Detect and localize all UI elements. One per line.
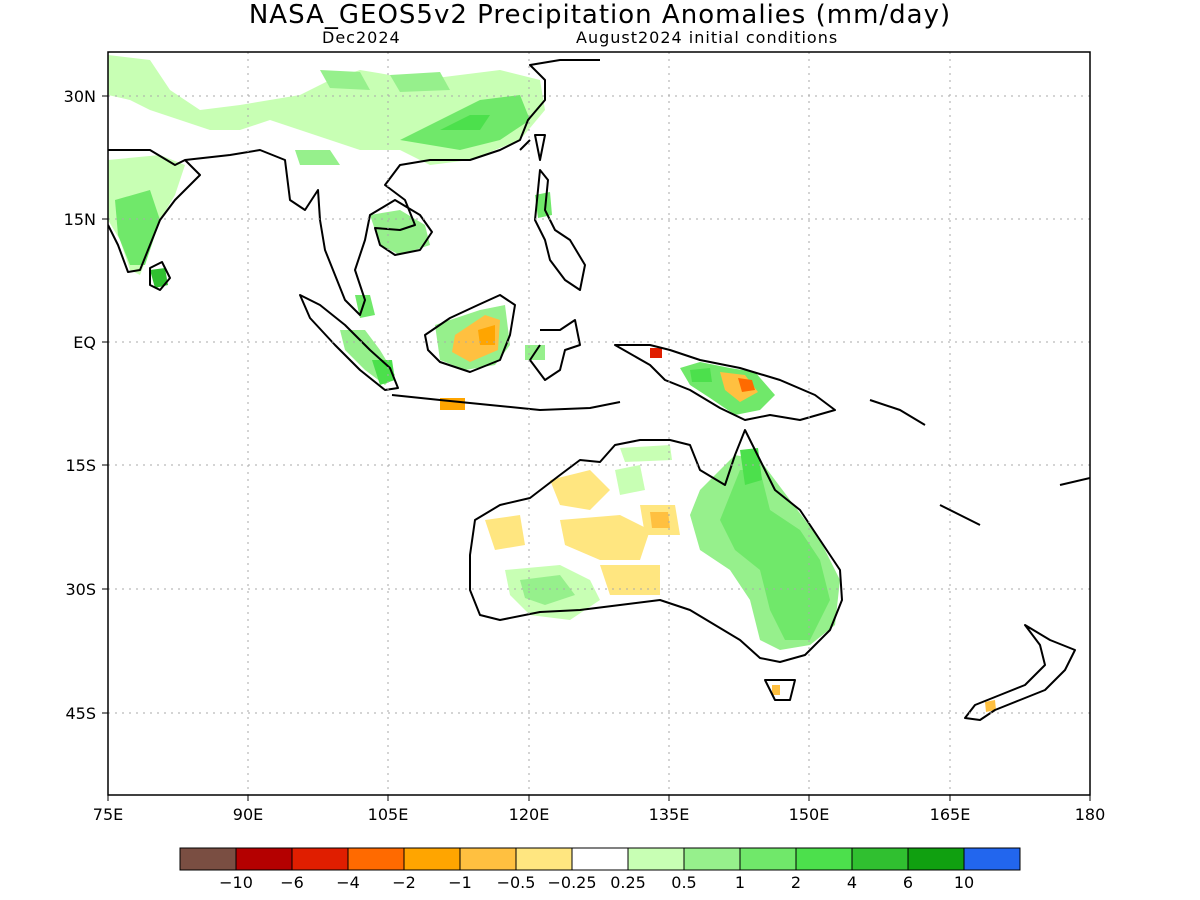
anomaly-fields (108, 55, 996, 712)
axis-ticks (102, 95, 1091, 801)
colorbar-label: 1 (735, 873, 745, 892)
coastlines (108, 59, 1090, 721)
colorbar-swatch (291, 847, 349, 871)
x-tick-label: 120E (509, 805, 550, 824)
y-tick-label: 30N (64, 87, 96, 106)
x-tick-label: 90E (233, 805, 263, 824)
y-tick-label: EQ (73, 333, 96, 352)
colorbar-label: 0.5 (671, 873, 696, 892)
colorbar-swatch (907, 847, 965, 871)
colorbar-swatch (739, 847, 797, 871)
colorbar: −10 −6 −4 −2 −1 −0.5 −0.25 0.25 0.5 1 2 4 6 10 (179, 847, 1021, 892)
colorbar-swatch (515, 847, 573, 871)
colorbar-swatch (851, 847, 909, 871)
map-area (108, 52, 1090, 795)
colorbar-swatch (963, 847, 1021, 871)
colorbar-label: −6 (280, 873, 304, 892)
y-tick-label: 15S (65, 456, 96, 475)
colorbar-label: −4 (336, 873, 360, 892)
x-tick-label: 135E (649, 805, 690, 824)
x-tick-label: 105E (368, 805, 409, 824)
x-tick-label: 150E (789, 805, 830, 824)
colorbar-swatch (627, 847, 685, 871)
colorbar-swatch (403, 847, 461, 871)
x-tick-label: 180 (1075, 805, 1106, 824)
colorbar-swatch (347, 847, 405, 871)
forecast-month: Dec2024 (322, 28, 401, 47)
colorbar-swatch (459, 847, 517, 871)
x-tick-label: 165E (930, 805, 971, 824)
colorbar-label: 0.25 (610, 873, 646, 892)
graticule (108, 52, 1090, 795)
colorbar-label: 4 (847, 873, 857, 892)
colorbar-label: −2 (392, 873, 416, 892)
y-tick-label: 30S (65, 580, 96, 599)
initial-conditions: August2024 initial conditions (576, 28, 839, 47)
colorbar-swatch (571, 847, 629, 871)
colorbar-swatch (683, 847, 741, 871)
colorbar-swatch (235, 847, 293, 871)
chart-title: NASA_GEOS5v2 Precipitation Anomalies (mm… (248, 0, 952, 30)
colorbar-label: −10 (219, 873, 253, 892)
colorbar-label: 2 (791, 873, 801, 892)
colorbar-label: −0.25 (547, 873, 596, 892)
colorbar-label: 6 (903, 873, 913, 892)
colorbar-label: −0.5 (497, 873, 536, 892)
colorbar-label: −1 (448, 873, 472, 892)
y-tick-label: 45S (65, 704, 96, 723)
y-tick-label: 15N (64, 210, 96, 229)
colorbar-swatch (179, 847, 237, 871)
colorbar-label: 10 (954, 873, 974, 892)
colorbar-swatch (795, 847, 853, 871)
map-frame (107, 51, 1091, 796)
x-tick-label: 75E (93, 805, 123, 824)
